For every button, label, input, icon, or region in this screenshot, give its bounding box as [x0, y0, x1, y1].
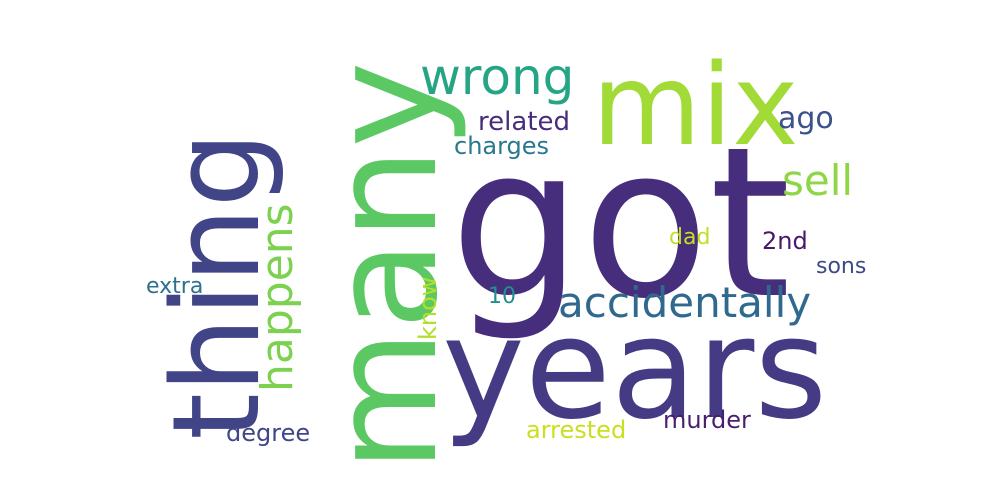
- word-2nd: 2nd: [762, 227, 808, 255]
- word-mix: mix: [592, 41, 799, 171]
- word-related: related: [478, 107, 570, 137]
- word-wrong: wrong: [420, 48, 575, 106]
- word-extra: extra: [146, 274, 204, 299]
- word-dad: dad: [669, 225, 711, 250]
- word-arrested: arrested: [526, 416, 627, 444]
- word-10: 10: [488, 284, 516, 309]
- word-murder: murder: [663, 406, 751, 434]
- word-know: know: [414, 276, 442, 340]
- word-years: years: [442, 288, 828, 451]
- word-sell: sell: [782, 156, 854, 205]
- word-degree: degree: [226, 419, 311, 447]
- word-happens: happens: [252, 203, 303, 392]
- word-charges: charges: [454, 132, 550, 160]
- word-sons: sons: [816, 254, 867, 279]
- word-got: got: [450, 103, 791, 345]
- word-many: many: [300, 61, 470, 472]
- word-ago: ago: [778, 101, 834, 136]
- word-accidentally: accidentally: [558, 278, 812, 327]
